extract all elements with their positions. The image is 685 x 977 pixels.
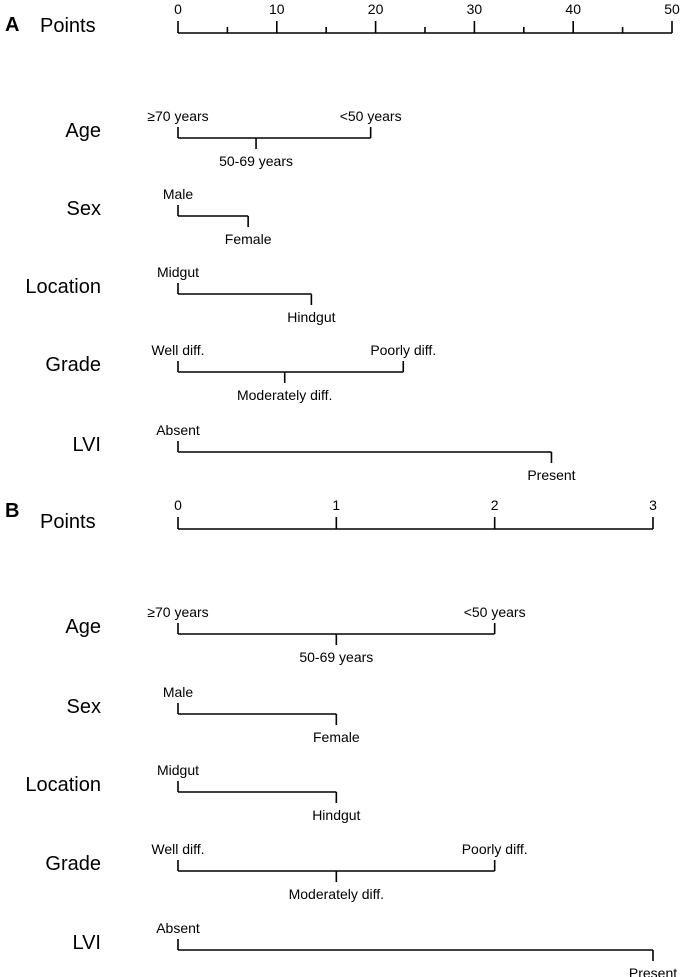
variable-name-grade: Grade bbox=[45, 853, 101, 875]
level-label-moderately-diff: Moderately diff. bbox=[289, 886, 384, 902]
level-label-present: Present bbox=[527, 467, 575, 483]
level-label-midgut: Midgut bbox=[157, 264, 199, 280]
points-label-b: Points bbox=[40, 511, 96, 533]
level-label-midgut: Midgut bbox=[157, 762, 199, 778]
level-label-ge70-years: ≥70 years bbox=[147, 604, 208, 620]
row-age: Age ≥70 years 50-69 years <50 years bbox=[65, 108, 401, 169]
row-location: Location Midgut Hindgut bbox=[25, 762, 360, 823]
panel-a: A Points 0 10 20 30 40 50 Age ≥70 years 50-69 y… bbox=[5, 1, 680, 483]
row-lvi: LVI Absent Present bbox=[72, 920, 677, 977]
panel-b: B Points 0 1 2 3 Age ≥70 years 50-69 years <50… bbox=[5, 497, 677, 977]
level-label-absent: Absent bbox=[156, 920, 200, 936]
panel-label-a: A bbox=[5, 14, 19, 36]
level-label-hindgut: Hindgut bbox=[287, 309, 335, 325]
variable-name-sex: Sex bbox=[67, 198, 101, 220]
level-label-hindgut: Hindgut bbox=[312, 807, 360, 823]
level-label-50-69-years: 50-69 years bbox=[219, 153, 293, 169]
level-label-moderately-diff: Moderately diff. bbox=[237, 387, 332, 403]
row-location: Location Midgut Hindgut bbox=[25, 264, 335, 325]
points-axis-a: 0 10 20 30 40 50 bbox=[174, 1, 680, 34]
level-label-poorly-diff: Poorly diff. bbox=[370, 342, 436, 358]
points-label-a: Points bbox=[40, 15, 96, 37]
points-axis-b: 0 1 2 3 bbox=[174, 497, 657, 530]
points-axis-tick-label: 1 bbox=[332, 497, 340, 513]
variable-rows-b: Age ≥70 years 50-69 years <50 years Sex Male F… bbox=[25, 604, 677, 977]
level-label-male: Male bbox=[163, 186, 194, 202]
points-axis-tick-label: 50 bbox=[664, 1, 680, 17]
row-age: Age ≥70 years 50-69 years <50 years bbox=[65, 604, 525, 665]
panel-label-b: B bbox=[5, 500, 19, 522]
points-axis-tick-label: 2 bbox=[491, 497, 499, 513]
level-label-50-69-years: 50-69 years bbox=[299, 649, 373, 665]
row-sex: Sex Male Female bbox=[67, 684, 360, 745]
variable-rows-a: Age ≥70 years 50-69 years <50 years Sex Male F… bbox=[25, 108, 575, 483]
level-label-lt50-years: <50 years bbox=[464, 604, 526, 620]
variable-name-lvi: LVI bbox=[72, 434, 101, 456]
points-axis-tick-label: 10 bbox=[269, 1, 285, 17]
level-label-female: Female bbox=[225, 231, 272, 247]
level-label-absent: Absent bbox=[156, 422, 200, 438]
level-label-male: Male bbox=[163, 684, 194, 700]
level-label-poorly-diff: Poorly diff. bbox=[462, 841, 528, 857]
level-label-well-diff: Well diff. bbox=[151, 342, 204, 358]
row-lvi: LVI Absent Present bbox=[72, 422, 575, 483]
row-sex: Sex Male Female bbox=[67, 186, 272, 247]
points-axis-tick-label: 30 bbox=[467, 1, 483, 17]
variable-name-lvi: LVI bbox=[72, 932, 101, 954]
row-grade: Grade Well diff. Moderately diff. Poorly di… bbox=[45, 841, 527, 902]
points-axis-tick-label: 20 bbox=[368, 1, 384, 17]
level-label-female: Female bbox=[313, 729, 360, 745]
level-label-present: Present bbox=[629, 965, 677, 977]
variable-name-location: Location bbox=[25, 276, 101, 298]
row-grade: Grade Well diff. Moderately diff. Poorly di… bbox=[45, 342, 436, 403]
variable-name-age: Age bbox=[65, 616, 101, 638]
points-axis-tick-label: 0 bbox=[174, 1, 182, 17]
variable-name-location: Location bbox=[25, 774, 101, 796]
points-axis-tick-label: 0 bbox=[174, 497, 182, 513]
level-label-ge70-years: ≥70 years bbox=[147, 108, 208, 124]
points-axis-tick-label: 40 bbox=[565, 1, 581, 17]
level-label-well-diff: Well diff. bbox=[151, 841, 204, 857]
variable-name-grade: Grade bbox=[45, 354, 101, 376]
points-axis-tick-label: 3 bbox=[649, 497, 657, 513]
variable-name-age: Age bbox=[65, 120, 101, 142]
level-label-lt50-years: <50 years bbox=[340, 108, 402, 124]
variable-name-sex: Sex bbox=[67, 696, 101, 718]
